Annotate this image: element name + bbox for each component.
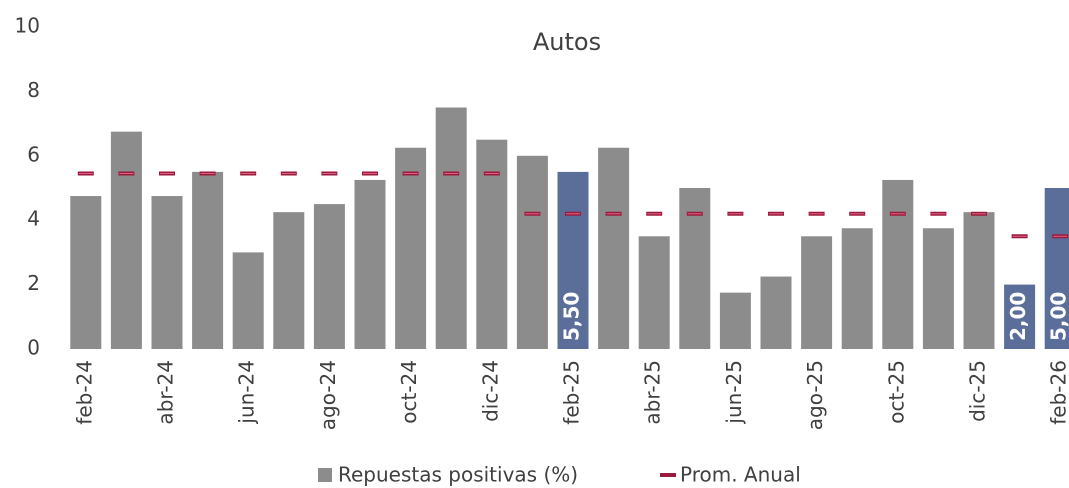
legend-label: Repuestas positivas (%) xyxy=(338,463,578,487)
bar xyxy=(841,228,873,349)
bar xyxy=(557,171,589,349)
bar xyxy=(232,252,264,349)
bar xyxy=(760,276,792,349)
bar xyxy=(70,196,102,349)
legend-swatch xyxy=(318,468,332,482)
bar xyxy=(598,147,630,349)
x-tick-label: ago-24 xyxy=(316,360,340,430)
x-tick-label: feb-26 xyxy=(1047,360,1069,425)
bar xyxy=(719,292,751,349)
bar xyxy=(435,107,467,349)
bar xyxy=(801,236,833,349)
y-tick-label: 8 xyxy=(27,78,40,102)
x-tick-label: oct-25 xyxy=(884,360,908,424)
bar xyxy=(963,212,995,349)
x-tick-label: jun-24 xyxy=(235,360,259,425)
bar xyxy=(476,139,508,349)
y-tick-label: 2 xyxy=(27,271,40,295)
x-tick-label: dic-25 xyxy=(966,360,990,422)
bar xyxy=(151,196,183,349)
y-tick-label: 4 xyxy=(27,207,40,231)
x-tick-label: feb-24 xyxy=(72,360,96,425)
x-tick-label: ago-25 xyxy=(803,360,827,430)
value-label: 2,00 xyxy=(1006,292,1030,341)
bar xyxy=(273,212,305,349)
value-label: 5,50 xyxy=(560,292,584,341)
bar xyxy=(922,228,954,349)
x-tick-label: oct-24 xyxy=(397,360,421,424)
x-tick-label: dic-24 xyxy=(478,360,502,422)
bar xyxy=(313,204,345,349)
bar xyxy=(192,171,224,349)
legend-label: Prom. Anual xyxy=(680,463,801,487)
bar xyxy=(516,155,548,349)
x-tick-label: abr-24 xyxy=(154,360,178,425)
bar xyxy=(110,131,142,349)
y-tick-label: 6 xyxy=(27,142,40,166)
bar xyxy=(1004,284,1036,349)
x-tick-label: jun-25 xyxy=(722,360,746,425)
bar xyxy=(638,236,670,349)
y-tick-label: 10 xyxy=(15,14,40,38)
bar xyxy=(1044,188,1069,349)
x-tick-label: abr-25 xyxy=(641,360,665,425)
bar xyxy=(395,147,427,349)
y-tick-label: 0 xyxy=(27,336,40,360)
value-label: 5,00 xyxy=(1047,292,1069,341)
bar xyxy=(354,179,386,349)
chart-title: Autos xyxy=(533,28,601,56)
x-tick-label: feb-25 xyxy=(560,360,584,425)
bar xyxy=(882,179,914,349)
